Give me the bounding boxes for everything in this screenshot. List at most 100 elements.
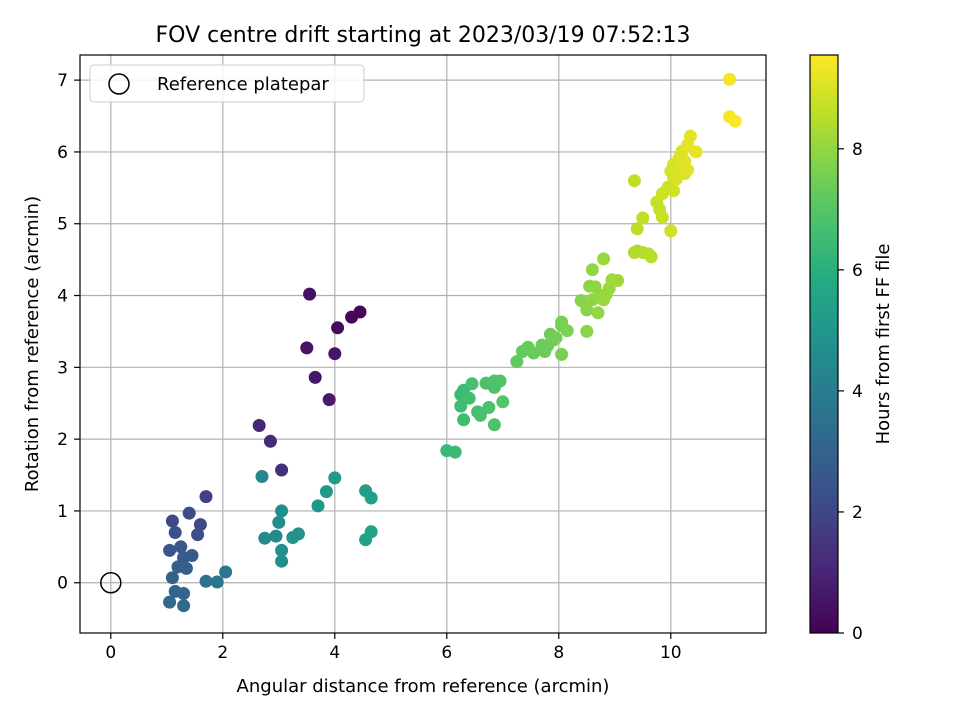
scatter-point [683, 129, 697, 143]
scatter-point [630, 222, 644, 236]
scatter-point [527, 346, 541, 360]
scatter-point [487, 418, 501, 432]
scatter-point [219, 565, 233, 579]
scatter-point [275, 504, 289, 518]
scatter-point [275, 463, 289, 477]
colorbar-tick-label: 8 [852, 140, 863, 160]
reference-marker-layer [100, 571, 122, 594]
scatter-point [487, 374, 501, 388]
chart-title: FOV centre drift starting at 2023/03/19 … [156, 23, 691, 48]
colorbar-gradient [810, 55, 838, 633]
scatter-point [291, 527, 305, 541]
scatter-point [585, 263, 599, 277]
scatter-point [255, 470, 269, 483]
colorbar-tick-label: 6 [852, 261, 863, 281]
scatter-point [667, 184, 681, 198]
scatter-point [252, 419, 266, 432]
y-tick-label: 2 [57, 430, 68, 450]
x-tick-label: 8 [553, 643, 564, 663]
scatter-point [644, 250, 658, 264]
scatter-point [611, 274, 625, 287]
scatter-point [300, 341, 314, 355]
scatter-point [655, 210, 669, 224]
scatter-point [263, 434, 277, 448]
scatter-point [179, 561, 193, 575]
reference-platepar-marker [100, 571, 122, 594]
scatter-point [689, 145, 703, 159]
y-tick-label: 3 [57, 358, 68, 378]
colorbar-tick-label: 0 [852, 624, 863, 644]
x-tick-label: 2 [217, 643, 228, 663]
scatter-point [723, 72, 737, 86]
legend: Reference platepar [89, 64, 365, 103]
scatter-point [163, 543, 177, 557]
legend-entry-reference: Reference platepar [157, 74, 329, 95]
scatter-point [272, 515, 286, 529]
scatter-point [319, 485, 333, 499]
scatter-point [328, 347, 342, 361]
scatter-point [465, 377, 479, 391]
scatter-point [496, 395, 510, 409]
scatter-point [664, 224, 678, 238]
scatter-point [597, 252, 611, 266]
scatter-point [591, 306, 605, 320]
y-tick-label: 0 [57, 574, 68, 594]
y-tick-label: 4 [57, 287, 68, 307]
scatter-point [331, 321, 345, 335]
x-tick-label: 4 [329, 643, 340, 663]
y-tick-label: 1 [57, 502, 68, 522]
scatter-point [364, 525, 378, 539]
scatter-point [473, 408, 487, 422]
scatter-point [322, 393, 336, 407]
x-axis-label: Angular distance from reference (arcmin) [237, 676, 610, 697]
y-axis-label: Rotation from reference (arcmin) [22, 196, 43, 492]
scatter-point [303, 287, 317, 301]
legend-box [89, 64, 365, 103]
scatter-point [165, 514, 179, 528]
scatter-point [345, 310, 359, 324]
plot-frame [79, 54, 767, 634]
scatter-point [549, 331, 563, 345]
scatter-point [269, 529, 283, 543]
colorbar-frame [809, 54, 839, 634]
scatter-point [275, 543, 289, 557]
colorbar-ticks: 0 2 4 6 8 [838, 140, 863, 644]
scatter-point [199, 490, 213, 504]
scatter-point [199, 574, 213, 588]
scatter-point [580, 324, 594, 338]
scatter-point [364, 491, 378, 505]
scatter-point [177, 599, 191, 613]
scatter-point [163, 595, 177, 609]
scatter-point [510, 355, 524, 369]
scatter-point [448, 445, 462, 459]
scatter-point [728, 114, 742, 128]
x-tick-label: 0 [105, 643, 116, 663]
scatter-point [308, 370, 322, 384]
scatter-point [174, 540, 188, 554]
scatter-point [580, 303, 594, 317]
scatter-point [311, 499, 325, 513]
scatter-point [560, 324, 574, 338]
y-tick-label: 7 [57, 71, 68, 91]
scatter-point [482, 401, 496, 414]
y-axis-ticks: 0 1 2 3 4 5 6 7 [57, 71, 80, 594]
scatter-point [457, 413, 471, 427]
scatter-point [177, 587, 191, 600]
y-tick-label: 5 [57, 215, 68, 235]
scatter-point [454, 399, 468, 413]
scatter-point [182, 506, 196, 520]
scatter-point [165, 571, 179, 585]
scatter-point [462, 391, 476, 405]
scatter-point [210, 575, 224, 589]
scatter-point [191, 528, 205, 542]
x-tick-label: 10 [660, 643, 682, 663]
scatter-point [193, 518, 207, 532]
scatter-point [636, 211, 650, 225]
scatter-point [258, 531, 272, 545]
scatter-point [681, 163, 695, 177]
x-axis-ticks: 0 2 4 6 8 10 [105, 633, 682, 663]
legend-reference-marker-icon [108, 73, 130, 95]
scatter-point [168, 526, 182, 539]
colorbar-tick-label: 4 [852, 382, 863, 402]
